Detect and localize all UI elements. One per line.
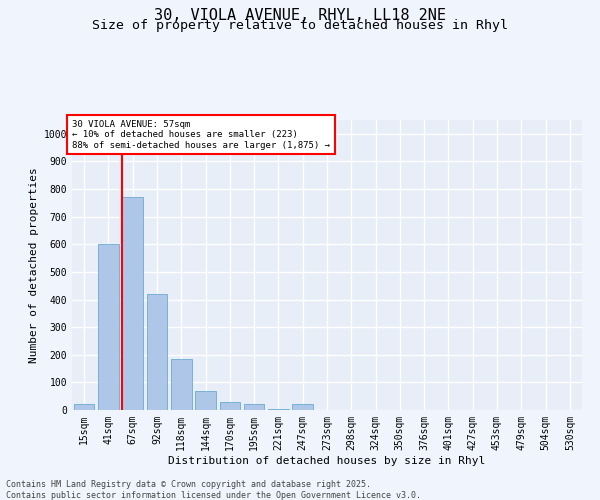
Text: 30 VIOLA AVENUE: 57sqm
← 10% of detached houses are smaller (223)
88% of semi-de: 30 VIOLA AVENUE: 57sqm ← 10% of detached… bbox=[72, 120, 330, 150]
Y-axis label: Number of detached properties: Number of detached properties bbox=[29, 167, 40, 363]
Bar bbox=[268, 408, 289, 410]
Text: Contains HM Land Registry data © Crown copyright and database right 2025.
Contai: Contains HM Land Registry data © Crown c… bbox=[6, 480, 421, 500]
Bar bbox=[171, 359, 191, 410]
Bar bbox=[98, 244, 119, 410]
Bar bbox=[146, 294, 167, 410]
Text: 30, VIOLA AVENUE, RHYL, LL18 2NE: 30, VIOLA AVENUE, RHYL, LL18 2NE bbox=[154, 8, 446, 22]
Bar bbox=[74, 404, 94, 410]
Bar bbox=[244, 404, 265, 410]
X-axis label: Distribution of detached houses by size in Rhyl: Distribution of detached houses by size … bbox=[169, 456, 485, 466]
Text: Size of property relative to detached houses in Rhyl: Size of property relative to detached ho… bbox=[92, 18, 508, 32]
Bar bbox=[122, 198, 143, 410]
Bar bbox=[220, 402, 240, 410]
Bar bbox=[195, 390, 216, 410]
Bar bbox=[292, 404, 313, 410]
